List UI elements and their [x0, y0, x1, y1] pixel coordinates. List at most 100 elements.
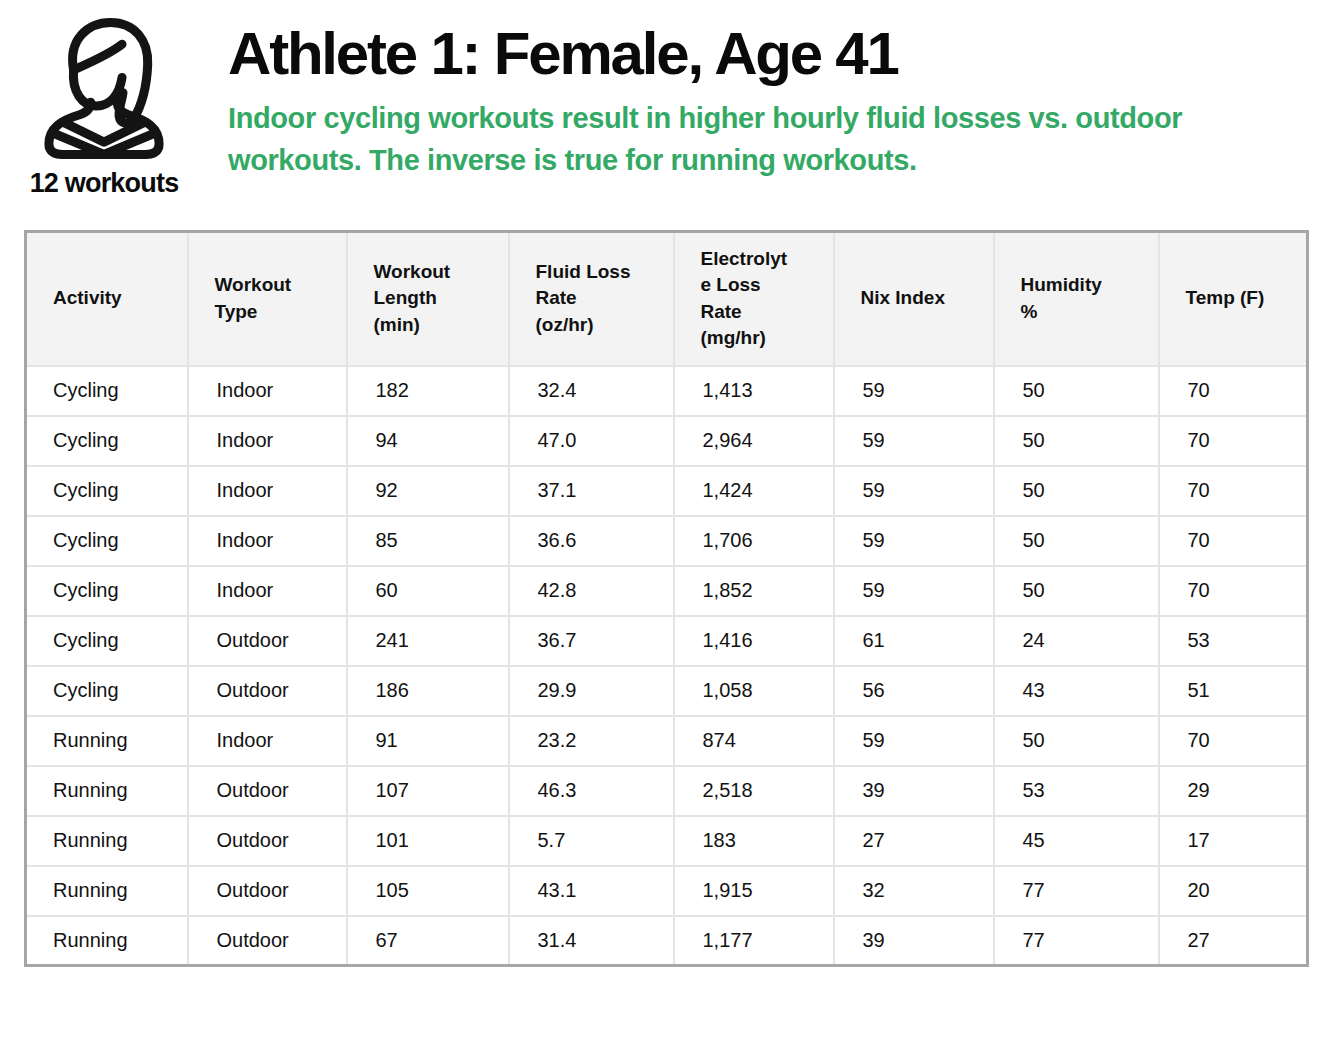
- table-cell: 50: [994, 416, 1159, 466]
- table-cell: 36.6: [509, 516, 674, 566]
- table-cell: 59: [834, 566, 994, 616]
- table-cell: Cycling: [26, 466, 188, 516]
- table-cell: 45: [994, 816, 1159, 866]
- workout-table: ActivityWorkout TypeWorkout Length (min)…: [24, 230, 1309, 967]
- table-row: CyclingOutdoor24136.71,416612453: [26, 616, 1308, 666]
- table-cell: 1,416: [674, 616, 834, 666]
- table-cell: 27: [1159, 916, 1308, 966]
- table-cell: 70: [1159, 466, 1308, 516]
- table-cell: 43: [994, 666, 1159, 716]
- table-cell: Indoor: [188, 466, 347, 516]
- table-cell: Cycling: [26, 516, 188, 566]
- table-cell: Cycling: [26, 616, 188, 666]
- table-cell: 1,915: [674, 866, 834, 916]
- female-athlete-icon: [28, 8, 180, 166]
- table-cell: 56: [834, 666, 994, 716]
- table-row: RunningOutdoor10543.11,915327720: [26, 866, 1308, 916]
- table-cell: 77: [994, 916, 1159, 966]
- table-cell: 29.9: [509, 666, 674, 716]
- table-cell: 70: [1159, 416, 1308, 466]
- table-cell: 51: [1159, 666, 1308, 716]
- table-cell: Running: [26, 716, 188, 766]
- page-header: 12 workouts Athlete 1: Female, Age 41 In…: [0, 0, 1330, 230]
- table-cell: 186: [347, 666, 509, 716]
- table-cell: 85: [347, 516, 509, 566]
- table-cell: 24: [994, 616, 1159, 666]
- table-cell: Outdoor: [188, 766, 347, 816]
- table-cell: 50: [994, 466, 1159, 516]
- table-cell: 1,177: [674, 916, 834, 966]
- table-cell: Cycling: [26, 666, 188, 716]
- table-cell: 70: [1159, 566, 1308, 616]
- table-cell: 53: [1159, 616, 1308, 666]
- table-cell: Running: [26, 816, 188, 866]
- table-cell: 32.4: [509, 366, 674, 416]
- table-cell: 1,852: [674, 566, 834, 616]
- column-header: Nix Index: [834, 232, 994, 366]
- table-cell: Indoor: [188, 416, 347, 466]
- table-cell: 59: [834, 366, 994, 416]
- table-cell: 31.4: [509, 916, 674, 966]
- table-cell: 50: [994, 366, 1159, 416]
- table-cell: Cycling: [26, 366, 188, 416]
- table-cell: 36.7: [509, 616, 674, 666]
- table-cell: 59: [834, 416, 994, 466]
- table-cell: 32: [834, 866, 994, 916]
- column-header: Workout Length (min): [347, 232, 509, 366]
- table-cell: 43.1: [509, 866, 674, 916]
- table-cell: 20: [1159, 866, 1308, 916]
- table-row: RunningOutdoor6731.41,177397727: [26, 916, 1308, 966]
- table-cell: Outdoor: [188, 616, 347, 666]
- table-cell: 37.1: [509, 466, 674, 516]
- table-cell: 60: [347, 566, 509, 616]
- table-cell: 47.0: [509, 416, 674, 466]
- table-cell: 59: [834, 466, 994, 516]
- table-cell: 105: [347, 866, 509, 916]
- table-cell: 77: [994, 866, 1159, 916]
- table-cell: 92: [347, 466, 509, 516]
- table-cell: 94: [347, 416, 509, 466]
- column-header: Fluid Loss Rate (oz/hr): [509, 232, 674, 366]
- table-cell: 42.8: [509, 566, 674, 616]
- table-cell: Indoor: [188, 716, 347, 766]
- table-row: CyclingIndoor9447.02,964595070: [26, 416, 1308, 466]
- table-cell: Outdoor: [188, 816, 347, 866]
- table-row: CyclingIndoor9237.11,424595070: [26, 466, 1308, 516]
- table-cell: Running: [26, 766, 188, 816]
- table-cell: 70: [1159, 516, 1308, 566]
- column-header: Temp (F): [1159, 232, 1308, 366]
- table-cell: Running: [26, 916, 188, 966]
- column-header: Workout Type: [188, 232, 347, 366]
- workout-table-header: ActivityWorkout TypeWorkout Length (min)…: [26, 232, 1308, 366]
- table-cell: Outdoor: [188, 916, 347, 966]
- table-cell: Running: [26, 866, 188, 916]
- table-cell: 53: [994, 766, 1159, 816]
- table-row: CyclingIndoor18232.41,413595070: [26, 366, 1308, 416]
- table-cell: 59: [834, 516, 994, 566]
- table-cell: Outdoor: [188, 666, 347, 716]
- table-cell: 182: [347, 366, 509, 416]
- table-row: RunningOutdoor1015.7183274517: [26, 816, 1308, 866]
- table-cell: 50: [994, 516, 1159, 566]
- table-cell: 29: [1159, 766, 1308, 816]
- table-cell: Cycling: [26, 416, 188, 466]
- table-cell: 39: [834, 766, 994, 816]
- table-cell: 39: [834, 916, 994, 966]
- table-cell: 1,413: [674, 366, 834, 416]
- table-cell: Cycling: [26, 566, 188, 616]
- table-cell: 1,058: [674, 666, 834, 716]
- table-cell: Outdoor: [188, 866, 347, 916]
- workout-count-label: 12 workouts: [26, 168, 182, 199]
- table-cell: Indoor: [188, 566, 347, 616]
- table-cell: 27: [834, 816, 994, 866]
- table-cell: 2,518: [674, 766, 834, 816]
- table-cell: 70: [1159, 716, 1308, 766]
- table-cell: 107: [347, 766, 509, 816]
- column-header: Activity: [26, 232, 188, 366]
- workout-table-body: CyclingIndoor18232.41,413595070CyclingIn…: [26, 366, 1308, 966]
- table-row: CyclingIndoor6042.81,852595070: [26, 566, 1308, 616]
- table-cell: 874: [674, 716, 834, 766]
- page-subtitle: Indoor cycling workouts result in higher…: [228, 97, 1316, 181]
- table-cell: Indoor: [188, 366, 347, 416]
- table-cell: 17: [1159, 816, 1308, 866]
